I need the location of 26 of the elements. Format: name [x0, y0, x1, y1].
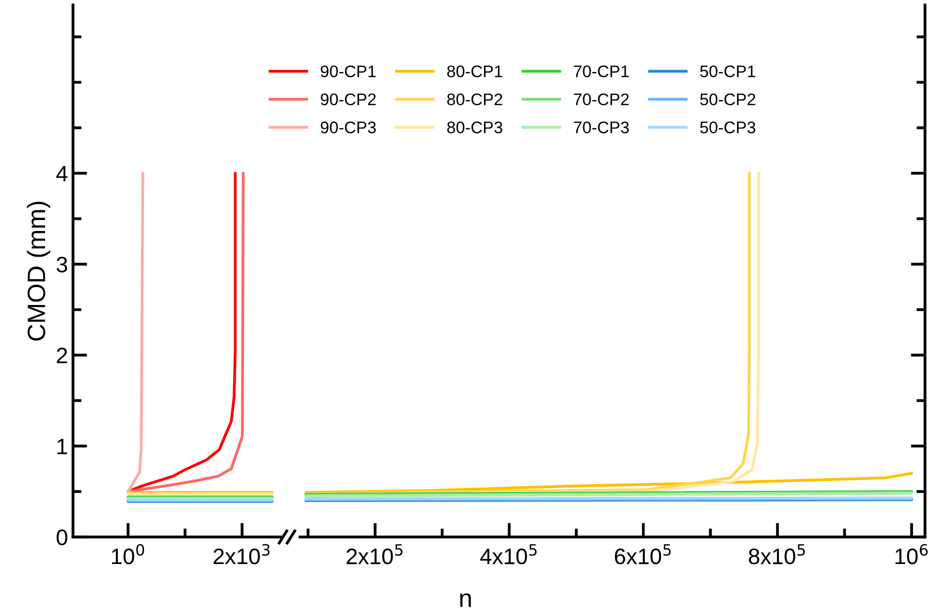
legend-label: 90-CP2: [320, 93, 376, 106]
x-axis-title: n: [460, 593, 471, 607]
legend-label: 80-CP3: [447, 122, 502, 134]
x-tick-label: 2x10$^{5}$: [346, 544, 402, 564]
x-tick-label: 10$^{6}$: [896, 544, 928, 564]
x-tick-label: 10$^{0}$: [112, 544, 144, 564]
legend-label: 80-CP1: [447, 65, 502, 78]
legend-label: 70-CP3: [574, 122, 629, 134]
legend-label: 50-CP2: [700, 93, 756, 106]
legend-label: 90-CP1: [320, 65, 376, 78]
legend-label: 50-CP3: [700, 122, 756, 134]
legend-label: 70-CP1: [574, 65, 629, 78]
x-tick-label: 6x10$^{5}$: [614, 544, 671, 564]
x-tick-label: 4x10$^{5}$: [480, 544, 537, 564]
x-tick-label: 2x10$^{3}$: [214, 544, 270, 564]
legend-label: 80-CP2: [447, 93, 502, 106]
y-tick-label: 2: [56, 348, 68, 364]
y-tick-label: 4: [56, 166, 68, 182]
y-tick-label: 0: [56, 530, 68, 546]
legend-label: 90-CP3: [320, 122, 376, 134]
y-axis-title: CMOD (mm): [26, 202, 50, 341]
y-tick-label: 3: [56, 256, 68, 272]
y-tick-label: 1: [57, 438, 68, 454]
x-tick-label: 8x10$^{5}$: [748, 544, 805, 564]
legend-label: 50-CP1: [700, 65, 756, 78]
legend-label: 70-CP2: [574, 93, 629, 106]
